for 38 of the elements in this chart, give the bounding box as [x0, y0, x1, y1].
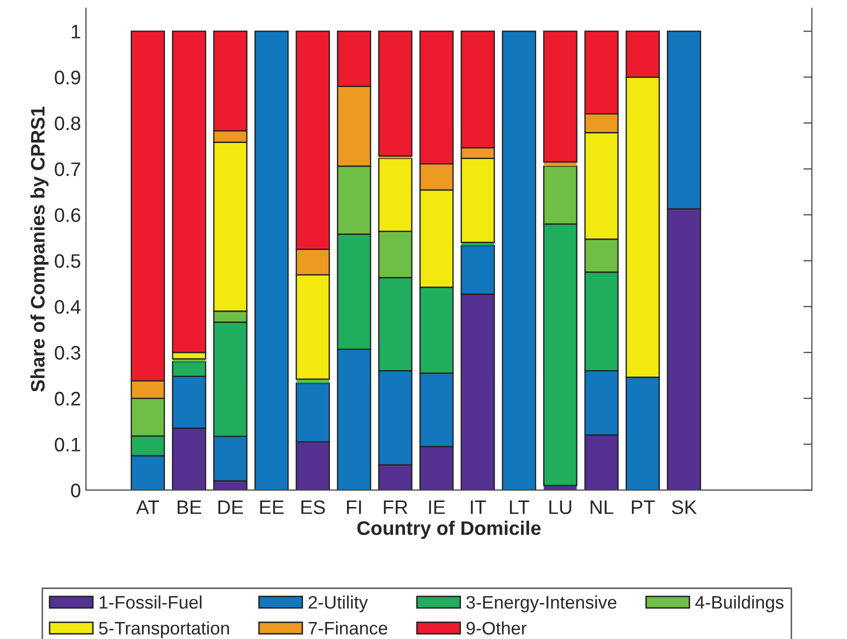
y-tick-label: 0.4 [54, 300, 81, 314]
x-tick-label: LU [549, 500, 572, 514]
y-tick-label: 0.9 [54, 70, 80, 84]
legend-label: 9-Other [466, 621, 527, 635]
y-tick-label: 0.8 [54, 116, 80, 130]
legend-label: 5-Transportation [99, 621, 229, 638]
x-tick-label: IE [429, 500, 445, 514]
x-axis-title: Country of Domicile [357, 520, 541, 539]
y-tick-label: 0.3 [54, 346, 80, 360]
x-tick-label: BE [178, 500, 202, 514]
x-tick-label: PT [632, 500, 655, 514]
y-tick-label: 1 [72, 24, 80, 38]
bar [502, 30, 536, 490]
legend-label: 4-Buildings [695, 595, 784, 612]
x-tick-label: LT [510, 500, 530, 514]
y-tick-label: 0.6 [54, 208, 80, 222]
x-tick-label: SK [672, 500, 697, 514]
x-tick-label: DE [218, 500, 243, 514]
x-tick-label: AT [136, 500, 160, 514]
x-tick-label: IT [470, 500, 486, 514]
x-tick-label: FI [347, 500, 361, 514]
x-tick-label: FR [384, 500, 408, 514]
bar [543, 30, 578, 163]
y-tick-label: 0.5 [54, 254, 80, 268]
legend-label: 3-Energy-Intensive [466, 595, 616, 612]
bar [296, 379, 330, 382]
x-tick-label: NL [590, 500, 614, 514]
legend-label: 1-Fossil-Fuel [100, 595, 202, 609]
y-tick-label: 0.2 [54, 392, 80, 406]
y-axis-title: Share of Companies by CPRS1 [30, 106, 49, 392]
legend-label: 2-Utility [308, 595, 368, 612]
legend-label: 7-Finance [308, 621, 388, 635]
y-tick-label: 0.7 [54, 162, 80, 176]
bar [254, 30, 289, 490]
x-tick-label: ES [301, 500, 325, 514]
x-tick-label: EE [260, 500, 284, 514]
y-tick-label: 0 [71, 484, 80, 498]
y-tick-label: 0.1 [54, 438, 80, 452]
